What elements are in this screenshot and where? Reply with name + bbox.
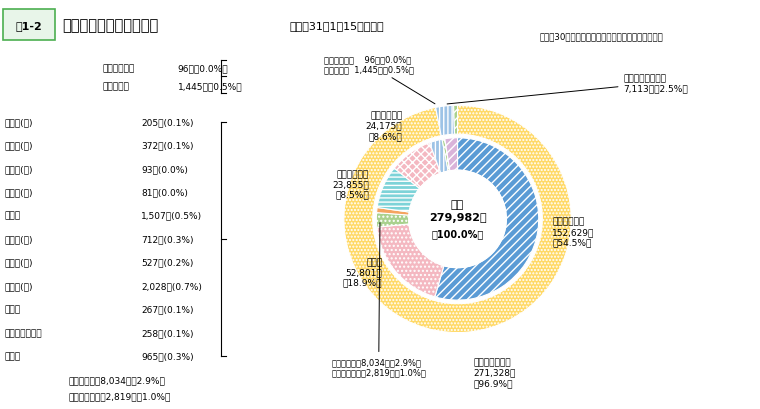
Text: 公安職（一）
23,855人
（8.5%）: 公安職（一） 23,855人 （8.5%） <box>332 169 369 199</box>
Text: 任期付研究員    96人（0.0%）
任期付職員  1,445人（0.5%）: 任期付研究員 96人（0.0%） 任期付職員 1,445人（0.5%） <box>324 55 435 105</box>
Wedge shape <box>445 138 458 171</box>
Wedge shape <box>344 106 572 333</box>
Text: 96人（0.0%）: 96人（0.0%） <box>178 64 229 73</box>
Text: 指定職: 指定職 <box>5 352 21 361</box>
Text: 福祉職: 福祉職 <box>5 305 21 314</box>
Text: 税務職
52,801人
（18.9%）: 税務職 52,801人 （18.9%） <box>343 257 382 287</box>
Wedge shape <box>445 139 450 171</box>
Text: 527人(0.2%): 527人(0.2%) <box>141 258 194 267</box>
Text: 任期付研究員: 任期付研究員 <box>103 64 135 73</box>
Circle shape <box>409 171 506 268</box>
Text: 1,445人（0.5%）: 1,445人（0.5%） <box>178 82 242 91</box>
Text: （平成30年度一般職の国家公務員の任用状況調査）: （平成30年度一般職の国家公務員の任用状況調査） <box>540 32 663 41</box>
Wedge shape <box>429 140 448 174</box>
Text: 712人(0.3%): 712人(0.3%) <box>141 235 194 244</box>
FancyBboxPatch shape <box>3 10 55 41</box>
Text: 医療職(三): 医療職(三) <box>5 281 33 290</box>
Text: 医療職(二): 医療職(二) <box>5 258 33 267</box>
Text: 279,982人: 279,982人 <box>429 213 486 222</box>
Text: 行政職（一）
152,629人
（54.5%）: 行政職（一） 152,629人 （54.5%） <box>553 217 594 247</box>
Text: 1,507人(0.5%): 1,507人(0.5%) <box>141 211 202 220</box>
Text: 専門スタッフ職: 専門スタッフ職 <box>5 328 43 337</box>
Text: 258人(0.1%): 258人(0.1%) <box>141 328 194 337</box>
Text: 93人(0.0%): 93人(0.0%) <box>141 164 188 173</box>
Wedge shape <box>377 169 420 213</box>
Text: 2,028人(0.7%): 2,028人(0.7%) <box>141 281 202 290</box>
Text: 職員の俸給表別在職状況: 職員の俸給表別在職状況 <box>62 18 158 33</box>
Text: 海事職(一): 海事職(一) <box>5 118 33 127</box>
Wedge shape <box>377 225 444 297</box>
Text: 教育職(二): 教育職(二) <box>5 188 33 197</box>
Text: 給与法適用職員
271,328人
（96.9%）: 給与法適用職員 271,328人 （96.9%） <box>473 357 515 387</box>
Wedge shape <box>454 106 458 135</box>
Text: 267人(0.1%): 267人(0.1%) <box>141 305 194 314</box>
Text: 205人(0.1%): 205人(0.1%) <box>141 118 194 127</box>
Text: （平成31年1月15日現在）: （平成31年1月15日現在） <box>290 20 385 31</box>
Text: 海事職(二): 海事職(二) <box>5 141 33 150</box>
Wedge shape <box>435 106 454 136</box>
Text: 任期付職員: 任期付職員 <box>103 82 129 91</box>
Text: 専門行政職　8,034人（2.9%）
行政職（二）　2,819人（1.0%）: 専門行政職 8,034人（2.9%） 行政職（二） 2,819人（1.0%） <box>331 223 426 377</box>
Wedge shape <box>442 139 450 172</box>
Wedge shape <box>377 208 410 216</box>
Text: 372人(0.1%): 372人(0.1%) <box>141 141 194 150</box>
Text: 図1-2: 図1-2 <box>16 20 43 31</box>
Wedge shape <box>376 213 409 228</box>
Text: 専門行政職　8,034人（2.9%）: 専門行政職 8,034人（2.9%） <box>68 375 165 384</box>
Wedge shape <box>435 138 539 300</box>
Text: 965人(0.3%): 965人(0.3%) <box>141 352 194 361</box>
Text: 行政執行法人職員
7,113人（2.5%）: 行政執行法人職員 7,113人（2.5%） <box>447 74 689 105</box>
Text: 81人(0.0%): 81人(0.0%) <box>141 188 188 197</box>
Text: 教育職(一): 教育職(一) <box>5 164 33 173</box>
Text: 行政職（二）　2,819人（1.0%）: 行政職（二） 2,819人（1.0%） <box>68 391 171 400</box>
Text: （100.0%）: （100.0%） <box>432 229 483 239</box>
Wedge shape <box>394 144 441 189</box>
Text: 総数: 総数 <box>451 200 464 210</box>
Text: 研究職: 研究職 <box>5 211 21 220</box>
Text: 公安職（二）
24,175人
（8.6%）: 公安職（二） 24,175人 （8.6%） <box>366 111 402 141</box>
Text: 医療職(一): 医療職(一) <box>5 235 33 244</box>
